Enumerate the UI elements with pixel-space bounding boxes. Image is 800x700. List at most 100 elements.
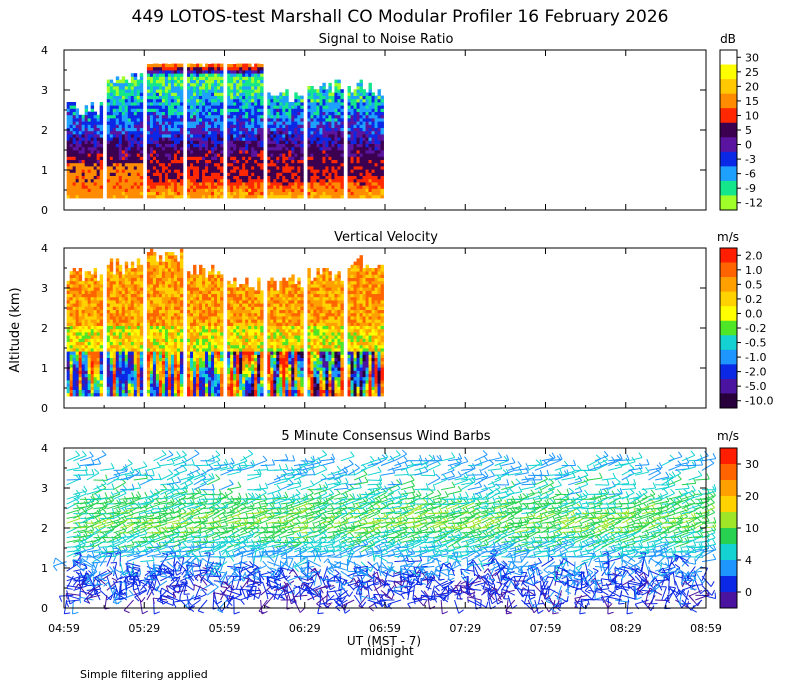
snr-cell (84, 137, 89, 141)
snr-cell (149, 86, 154, 90)
snr-cell (356, 185, 360, 189)
snr-cell (297, 156, 301, 160)
snr-cell (307, 134, 311, 138)
vv-cell (121, 322, 126, 326)
snr-cell (130, 191, 135, 196)
snr-cell (158, 92, 163, 96)
snr-cell (359, 146, 363, 151)
snr-cell (291, 105, 295, 109)
snr-cell (365, 166, 369, 170)
snr-cell (196, 188, 200, 192)
snr-cell (109, 194, 114, 199)
vv-cell (167, 271, 172, 275)
snr-cell (331, 102, 335, 106)
vv-cell (136, 328, 141, 333)
vv-cell (84, 309, 89, 314)
snr-cell (242, 92, 246, 96)
vv-cell (93, 287, 98, 291)
vv-cell (106, 354, 111, 358)
vv-cell (109, 312, 114, 317)
snr-cell (227, 89, 231, 93)
snr-cell (356, 86, 360, 90)
snr-cell (285, 118, 289, 122)
snr-cell (334, 175, 338, 180)
snr-plot-area (66, 47, 384, 199)
vv-cell (87, 376, 92, 381)
snr-cell (139, 82, 144, 87)
vv-cell (124, 383, 129, 387)
snr-cell (331, 108, 335, 112)
snr-cell (279, 153, 283, 157)
snr-cell (276, 108, 280, 112)
snr-cell (170, 66, 175, 71)
snr-cell (254, 108, 258, 112)
snr-cell (251, 172, 255, 176)
snr-cell (242, 143, 246, 148)
vv-cell (155, 280, 160, 285)
vv-cell (78, 293, 83, 298)
snr-cell (254, 175, 258, 180)
vv-cell (161, 290, 166, 294)
snr-cell (118, 191, 123, 196)
snr-cell (374, 194, 378, 199)
snr-cell (239, 105, 243, 109)
snr-cell (260, 76, 264, 80)
snr-cell (356, 92, 360, 96)
snr-cell (294, 162, 298, 167)
snr-cell (90, 111, 95, 116)
snr-cell (319, 191, 323, 196)
snr-cell (193, 124, 197, 128)
snr-cell (176, 89, 181, 93)
snr-cell (239, 156, 243, 160)
snr-cell (130, 153, 135, 157)
snr-cell (350, 118, 354, 122)
snr-cell (313, 140, 317, 144)
vv-cell (139, 354, 144, 358)
snr-cell (285, 134, 289, 138)
snr-cell (239, 143, 243, 148)
snr-cell (211, 95, 215, 100)
snr-cell (334, 105, 338, 109)
snr-cell (220, 146, 224, 151)
vv-cell (127, 392, 132, 397)
snr-cell (350, 153, 354, 157)
vv-cell (75, 392, 80, 397)
snr-cell (136, 127, 141, 132)
snr-cell (365, 150, 369, 154)
snr-cell (93, 127, 98, 132)
vv-cell (69, 338, 74, 342)
snr-cell (331, 143, 335, 148)
snr-cell (297, 105, 301, 109)
vv-cell (90, 351, 95, 355)
snr-cell (347, 178, 351, 183)
snr-cell (106, 111, 111, 116)
snr-cell (282, 178, 286, 183)
vv-cell (121, 386, 126, 390)
snr-cell (133, 92, 138, 96)
snr-cell (112, 111, 117, 116)
vv-cell (130, 392, 135, 397)
snr-cell (257, 185, 261, 189)
snr-cell (273, 137, 277, 141)
snr-cell (149, 60, 154, 64)
vv-cell (87, 293, 92, 298)
snr-cell (316, 89, 320, 93)
vv-cell (149, 258, 154, 262)
snr-cell (233, 102, 237, 106)
snr-cell (334, 182, 338, 186)
snr-cell (179, 121, 184, 125)
snr-cell (78, 146, 83, 151)
snr-cell (294, 98, 298, 103)
snr-cell (214, 70, 218, 74)
snr-cell (170, 79, 175, 84)
snr-cell (291, 130, 295, 135)
snr-cell (365, 127, 369, 132)
snr-cell (211, 156, 215, 160)
snr-cell (285, 92, 289, 96)
snr-cell (127, 153, 132, 157)
vv-cell (106, 290, 111, 294)
vv-cell (136, 383, 141, 387)
vv-cell (158, 261, 163, 266)
snr-cell (115, 86, 120, 90)
vv-cell (69, 328, 74, 333)
